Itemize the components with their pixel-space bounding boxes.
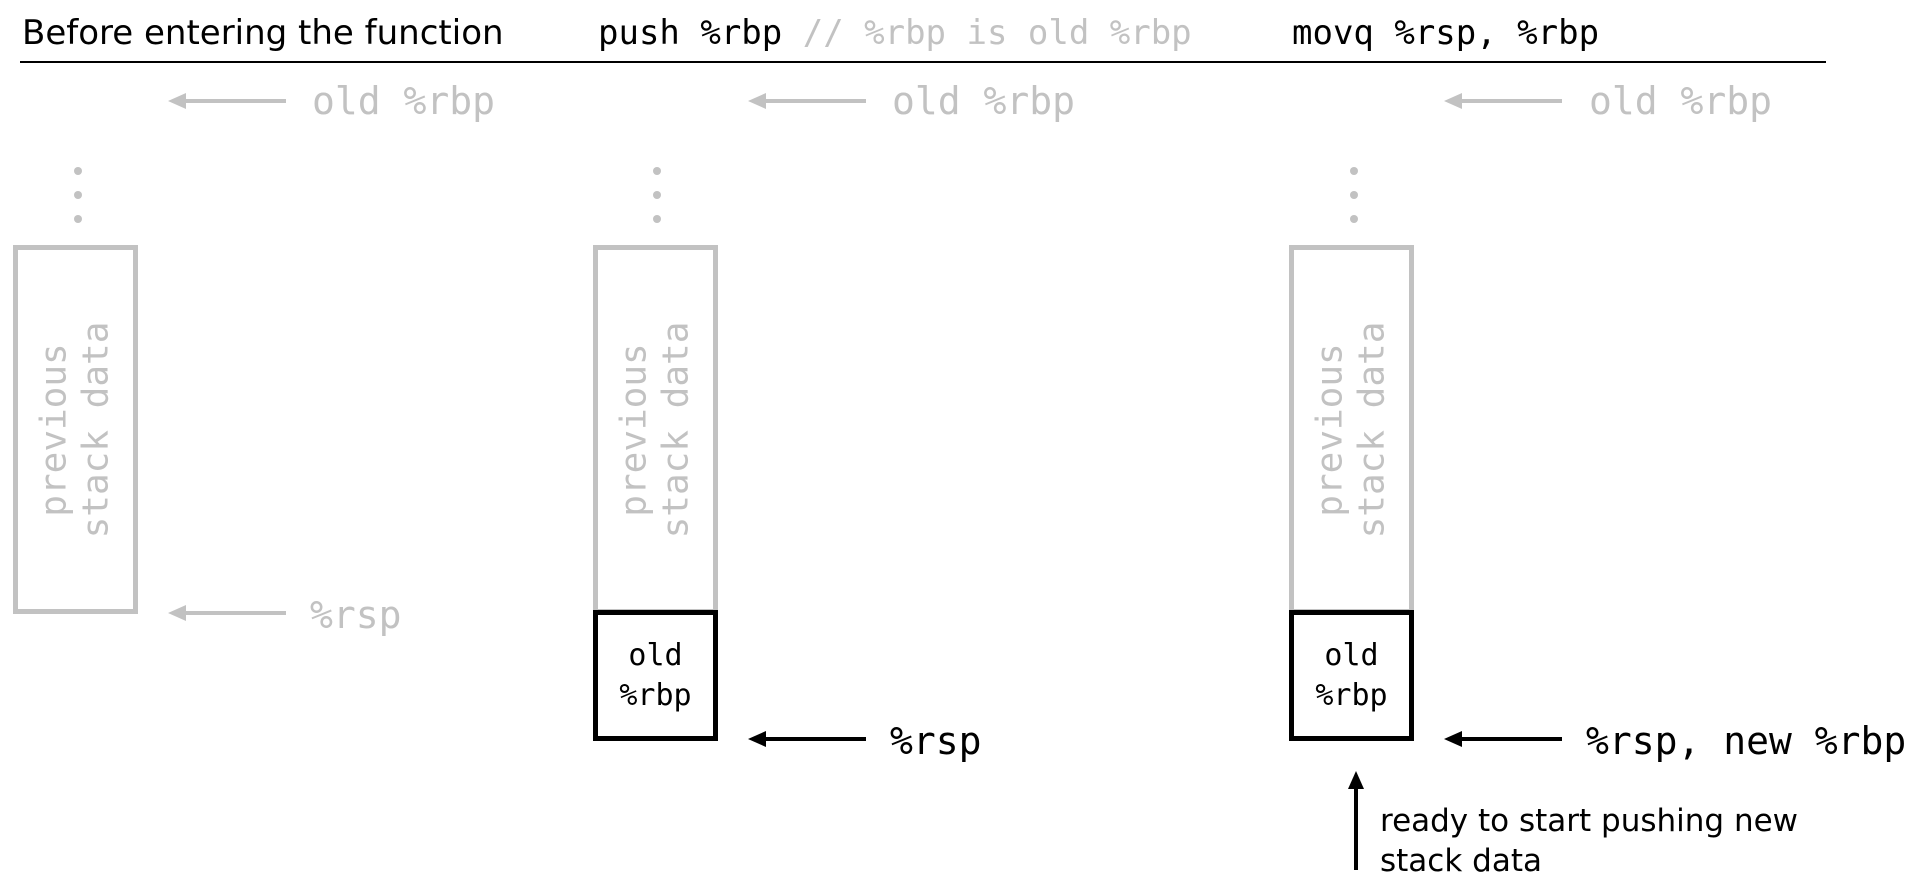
panel1-top-label: old %rbp — [312, 79, 496, 123]
panel2-previous-stack-box: previous stack data — [593, 245, 718, 614]
panel1-ellipsis-dot — [74, 215, 82, 223]
panel3-top-label: old %rbp — [1589, 79, 1773, 123]
panel2-ellipsis-dot — [653, 167, 661, 175]
panel3-box-line1: previous — [1309, 342, 1351, 517]
panel1-previous-stack-box: previous stack data — [13, 245, 138, 614]
col2-code: push %rbp — [598, 13, 783, 53]
panel3-note: ready to start pushing new stack data — [1380, 801, 1798, 881]
panel2-rsp-label: %rsp — [890, 719, 982, 763]
panel1-box-line2: stack data — [75, 321, 117, 538]
col3-code: movq %rsp, %rbp — [1292, 13, 1600, 53]
panel2-top-arrow — [748, 93, 866, 109]
panel3-old-rbp-line2: %rbp — [1315, 677, 1388, 713]
panel1-ellipsis-dot — [74, 191, 82, 199]
panel3-top-arrow — [1444, 93, 1562, 109]
panel2-old-rbp-line1: old — [628, 637, 683, 673]
panel2-rsp-arrow — [748, 731, 866, 747]
panel2-ellipsis-dot — [653, 191, 661, 199]
panel3-ellipsis-dot — [1350, 215, 1358, 223]
panel2-box-line2: stack data — [655, 321, 697, 538]
panel3-box-line2: stack data — [1351, 321, 1393, 538]
panel3-ellipsis-dot — [1350, 191, 1358, 199]
col2-header: push %rbp // %rbp is old %rbp — [598, 16, 1192, 50]
panel3-ellipsis-dot — [1350, 167, 1358, 175]
panel2-old-rbp-line2: %rbp — [619, 677, 692, 713]
panel2-top-label: old %rbp — [892, 79, 1076, 123]
panel3-rsp-rbp-label: %rsp, new %rbp — [1586, 719, 1907, 763]
panel3-previous-stack-box: previous stack data — [1289, 245, 1414, 614]
panel1-rsp-arrow — [168, 605, 286, 621]
panel3-note-line2: stack data — [1380, 843, 1542, 879]
panel3-old-rbp-box: old %rbp — [1289, 610, 1414, 741]
panel3-note-line1: ready to start pushing new — [1380, 803, 1799, 839]
panel2-previous-stack-label: previous stack data — [613, 321, 698, 538]
header-rule — [20, 61, 1826, 63]
panel2-old-rbp-box: old %rbp — [593, 610, 718, 741]
panel3-old-rbp-line1: old — [1324, 637, 1379, 673]
panel2-ellipsis-dot — [653, 215, 661, 223]
panel1-previous-stack-label: previous stack data — [33, 321, 118, 538]
panel2-box-line1: previous — [613, 342, 655, 517]
col2-comment: // %rbp is old %rbp — [802, 13, 1192, 53]
panel1-top-arrow — [168, 93, 286, 109]
panel1-rsp-label: %rsp — [310, 593, 402, 637]
panel1-box-line1: previous — [33, 342, 75, 517]
col1-title: Before entering the function — [22, 13, 504, 53]
panel3-previous-stack-label: previous stack data — [1309, 321, 1394, 538]
panel1-ellipsis-dot — [74, 167, 82, 175]
panel3-up-arrow — [1348, 771, 1364, 870]
panel3-rsp-arrow — [1444, 731, 1562, 747]
